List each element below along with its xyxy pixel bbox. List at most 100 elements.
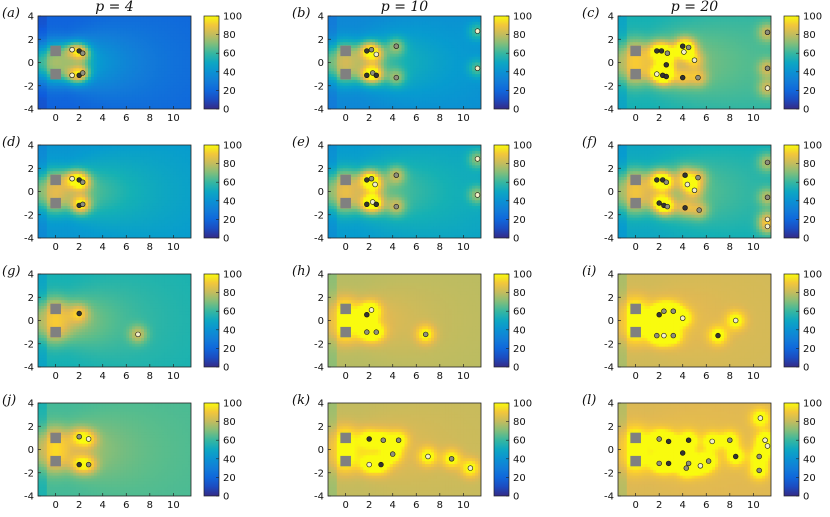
sensor-point (732, 317, 739, 324)
y-tick-label: -2 (604, 210, 614, 221)
y-tick-label: -2 (604, 81, 614, 92)
sensor-point (79, 70, 86, 76)
obstacle-2 (340, 68, 351, 80)
y-tick-label: -2 (604, 468, 614, 479)
sensor-point (373, 329, 379, 335)
colorbar-tick-label: 100 (803, 270, 822, 281)
colorbar-tick-label: 40 (223, 196, 236, 207)
sensor-point (705, 458, 712, 464)
colorbar-tick-label: 80 (223, 288, 236, 299)
sensor-point (76, 434, 82, 440)
x-tick-label: 4 (680, 242, 686, 253)
sensor-point (393, 43, 399, 49)
x-tick-label: 8 (727, 500, 733, 511)
y-tick-label: 2 (608, 35, 614, 46)
x-tick-label: 2 (656, 371, 662, 382)
sensor-point (764, 65, 771, 72)
x-tick-label: 0 (342, 242, 348, 253)
colorbar: 0 20 40 60 80 100 (203, 270, 242, 374)
sensor-point (670, 332, 676, 339)
sensor-point (474, 156, 481, 162)
colorbar-tick-label: 60 (223, 436, 236, 447)
x-tick-label: 8 (147, 242, 153, 253)
obstacle-2 (630, 455, 641, 467)
x-tick-label: 4 (100, 113, 106, 124)
sensor-point (663, 73, 669, 80)
sensor-point (467, 465, 474, 471)
colorbar-tick-label: 0 (223, 363, 229, 374)
sensor-point (368, 176, 375, 182)
y-tick-label: 0 (28, 187, 34, 198)
colorbar-tick-label: 0 (513, 363, 519, 374)
y-tick-label: -4 (24, 363, 34, 374)
sensor-point (695, 74, 701, 81)
panel-label: (f) (582, 135, 597, 150)
colorbar: 0 20 40 60 80 100 (783, 141, 822, 245)
x-tick-label: 6 (123, 500, 129, 511)
colorbar: 0 20 40 60 80 100 (493, 12, 532, 116)
x-tick-label: 10 (167, 500, 180, 511)
y-tick-label: 4 (318, 399, 324, 410)
x-tick-label: 2 (76, 113, 82, 124)
x-tick-label: 2 (366, 500, 372, 511)
sensor-point (69, 72, 75, 79)
y-tick-label: 4 (608, 12, 614, 23)
y-tick-label: -4 (314, 105, 324, 116)
sensor-point (679, 74, 686, 81)
y-tick-label: 4 (28, 12, 34, 23)
obstacle-2 (340, 197, 351, 209)
heat-field (38, 403, 191, 496)
colorbar: 0 20 40 60 80 100 (493, 270, 532, 374)
sensor-point (364, 329, 370, 335)
y-tick-label: 4 (318, 270, 324, 281)
sensor-point (764, 29, 771, 35)
y-tick-label: -2 (24, 339, 34, 350)
x-tick-label: 2 (656, 500, 662, 511)
sensor-point (135, 331, 141, 338)
sensor-point (69, 46, 75, 53)
colorbar-tick-label: 100 (803, 12, 822, 23)
y-tick-label: -4 (604, 363, 614, 374)
colorbar-tick-label: 0 (803, 363, 809, 374)
obstacle-1 (50, 303, 61, 315)
sensor-point (79, 201, 86, 208)
sensor-point (654, 177, 660, 183)
x-tick-label: 0 (52, 242, 58, 253)
y-tick-label: 4 (318, 12, 324, 23)
x-tick-label: 10 (457, 242, 470, 253)
sensor-point (685, 460, 692, 467)
y-tick-label: -4 (604, 105, 614, 116)
y-tick-label: 2 (608, 164, 614, 175)
panel-label: (g) (2, 264, 20, 279)
sensor-point (764, 85, 771, 91)
x-tick-label: 10 (747, 113, 760, 124)
colorbar-tick-label: 100 (513, 270, 532, 281)
x-tick-label: 10 (457, 371, 470, 382)
sensor-point (670, 308, 676, 314)
x-tick-label: 4 (100, 242, 106, 253)
colorbar-tick-label: 40 (223, 67, 236, 78)
y-tick-label: -2 (24, 468, 34, 479)
x-tick-label: 8 (437, 113, 443, 124)
colorbar: 0 20 40 60 80 100 (493, 399, 532, 503)
sensor-point (474, 65, 481, 72)
x-tick-label: 6 (413, 242, 419, 253)
x-tick-label: 2 (76, 242, 82, 253)
y-tick-label: -2 (314, 81, 324, 92)
y-tick-label: 2 (28, 35, 34, 46)
sensor-point (762, 437, 768, 443)
sensor-point (696, 207, 702, 213)
colorbar-tick-label: 20 (513, 86, 526, 97)
sensor-point (423, 331, 429, 338)
colorbar-tick-label: 0 (223, 234, 229, 245)
colorbar-tick-label: 0 (803, 492, 809, 503)
y-tick-label: 0 (318, 445, 324, 456)
sensor-point (691, 187, 698, 194)
sensor-point (663, 62, 669, 68)
sensor-point (682, 205, 688, 211)
sensor-point (665, 438, 672, 445)
